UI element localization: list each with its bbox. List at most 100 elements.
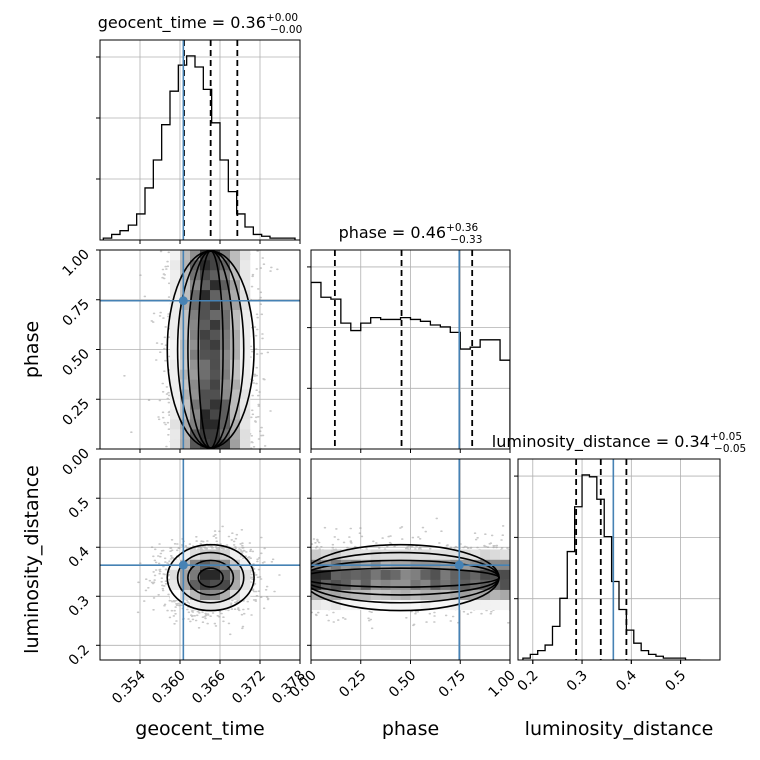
density-cell [170,439,181,449]
y-tick-label-phase: 1.00 [59,247,92,280]
x-axis-label-geocent_time: geocent_time [135,718,264,740]
density-cell [170,269,181,281]
density-cell [180,269,191,281]
density-cell [200,359,211,370]
density-cell [490,599,501,611]
density-cell [240,569,251,580]
density-cell [220,439,231,449]
density-cell [210,259,221,271]
density-cell [400,569,411,580]
density-cell [210,250,221,261]
density-cell [200,439,211,449]
density-cell [240,429,251,440]
truth-marker [178,296,188,306]
density-cell [340,569,352,580]
density-cell [210,289,221,301]
scatter-panel-phase-vs-luminosity_distance [310,458,511,661]
density-cell [220,299,231,310]
density-cell [220,429,231,440]
x-tick-label-luminosity_distance: 0.4 [613,667,640,694]
histogram-steps [311,281,510,449]
density-cell [200,379,211,390]
density-cell [420,579,431,590]
density-cell [170,389,181,400]
density-cell [220,349,231,360]
density-cell [180,259,191,271]
panel-plot-area [100,250,300,449]
density-cell [170,369,181,380]
density-cell [200,579,211,590]
histogram-plot-area [102,40,296,240]
density-cell [170,309,181,320]
density-cell [240,359,251,370]
density-cell [490,549,501,560]
density-cell [220,379,231,390]
x-tick-label-phase: 1.00 [485,668,518,701]
density-cell [190,439,201,449]
panel-plot-area [311,459,510,660]
density-cell [460,569,471,580]
y-tick-label-luminosity_distance: 0.5 [66,495,93,522]
density-cell [180,349,191,360]
panel-title-main: geocent_time = 0.36 [98,13,266,33]
density-cell [210,369,221,380]
density-cell [330,599,342,611]
density-cell [190,429,201,440]
density-cell [380,579,391,590]
panel-title-main: luminosity_distance = 0.34 [492,432,710,452]
truth-marker [178,560,188,570]
density-cell [410,569,421,580]
density-cell [190,579,201,590]
density-cell [180,569,191,580]
density-cell [230,269,241,281]
density-cell [240,379,251,390]
density-cell [180,379,191,390]
density-cell [240,369,251,380]
density-cell [410,549,421,560]
density-cell [170,339,181,350]
density-cell [350,569,362,580]
density-cell [230,259,241,271]
density-cell [350,599,362,611]
density-cell [400,579,411,590]
density-cell [220,579,231,590]
density-cell [360,589,371,600]
density-cell [430,579,441,590]
density-cell [240,309,251,320]
density-cell [390,579,401,590]
density-cell [220,409,231,420]
density-cell [240,279,251,291]
density-cell [170,589,181,600]
histogram-steps [522,474,701,660]
density-cell [210,399,221,410]
x-tick-label-geocent_time: 0.366 [189,667,229,707]
density-cell [180,579,191,590]
panel-title-main: phase = 0.46 [339,223,446,242]
density-cell [480,549,491,560]
density-cell [210,599,221,611]
density-cell [330,589,342,600]
density-cell [220,389,231,400]
density-cell [240,589,251,600]
density-cell [170,329,181,340]
x-tick-label-phase: 0.25 [336,668,369,701]
axes-frame [99,458,301,661]
density-cell [180,369,191,380]
density-cell [200,259,211,271]
density-cell [230,549,241,560]
density-cell [200,409,211,420]
histogram-steps [102,55,296,240]
density-cell [430,599,441,611]
density-cell [180,589,191,600]
density-cell [180,419,191,430]
density-cell [460,599,471,611]
density-cell [230,439,241,449]
axes-frame [99,39,301,241]
density-cell [240,269,251,281]
density-cell [170,349,181,360]
density-cell [200,269,211,281]
density-cell [220,319,231,330]
panel-title-minus: −0.05 [714,443,746,455]
density-cell [210,309,221,320]
